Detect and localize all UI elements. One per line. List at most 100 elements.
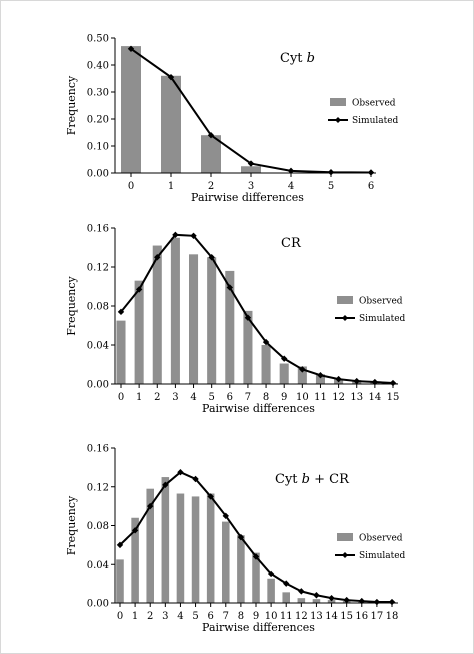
x-tick-label: 17 [371,611,384,622]
simulated-point [192,475,199,483]
x-tick-label: 1 [132,611,138,622]
legend-observed-label: Observed [359,297,403,307]
x-tick-label: 13 [350,392,363,403]
y-tick-label: 0.04 [87,560,109,571]
x-tick-label: 10 [265,611,278,622]
observed-bar [327,600,336,603]
observed-bar [252,552,260,603]
legend-observed-label: Observed [359,534,403,544]
simulated-point [116,541,124,549]
y-tick-label: 0.00 [87,380,109,391]
simulated-point [190,232,197,239]
observed-bar [315,374,325,384]
legend-simulated-label: Simulated [352,116,399,126]
y-axis-label: Frequency [65,75,78,135]
legend-simulated-label: Simulated [359,314,406,324]
x-tick-label: 4 [190,392,196,403]
x-tick-label: 5 [192,611,198,622]
x-tick-label: 0 [118,392,124,403]
x-axis-label: Pairwise differences [202,402,315,415]
x-tick-label: 2 [154,392,160,403]
x-tick-label: 12 [295,611,308,622]
legend-observed-label: Observed [352,99,396,109]
simulated-point [262,338,270,346]
observed-bar [116,559,124,603]
x-tick-label: 2 [208,181,214,192]
simulated-point [177,469,184,476]
x-tick-label: 9 [253,611,259,622]
simulated-point [287,167,295,175]
simulated-point [353,377,360,385]
observed-bar [267,578,275,603]
observed-bar [131,517,139,603]
chart-panel-2: 0.000.040.080.120.160 1 2 3 4 5 6 7 8 9 10 11 12 13 14… [65,224,406,416]
simulated-point [313,592,320,599]
y-tick-label: 0.12 [87,263,109,274]
observed-bar [241,166,261,173]
simulated-point [367,169,375,176]
simulated-point [328,594,335,602]
x-tick-label: 18 [386,611,399,622]
legend-simulated-marker [342,315,348,321]
simulated-point [283,580,290,587]
observed-bar [282,592,290,603]
x-tick-label: 16 [355,611,368,622]
simulated-point [317,372,324,379]
observed-bar [121,46,141,173]
x-tick-label: 0 [128,181,134,192]
simulated-point [222,512,229,520]
y-tick-label: 0.16 [87,444,109,455]
x-tick-label: 8 [263,392,269,403]
x-tick-label: 15 [340,611,353,622]
x-tick-label: 5 [208,392,214,403]
x-tick-label: 8 [238,611,244,622]
observed-bar [134,280,144,384]
simulated-point [226,284,233,291]
x-tick-label: 7 [245,392,251,403]
x-tick-label: 1 [168,181,174,192]
legend-simulated-marker [342,552,348,558]
simulated-point [389,379,397,387]
observed-bar [297,598,306,603]
observed-bar [297,366,307,384]
x-tick-label: 6 [227,392,233,403]
y-tick-label: 0.00 [87,599,109,610]
simulated-point [281,355,288,362]
observed-bar [222,521,230,603]
y-tick-label: 0.10 [87,142,109,153]
simulated-point [299,366,306,373]
legend: Observed Simulated [335,533,406,561]
x-tick-label: 3 [162,611,168,622]
legend: Observed Simulated [335,296,406,324]
simulated-point [207,132,215,139]
y-tick-label: 0.04 [87,341,109,352]
simulated-point [117,308,125,316]
y-tick-label: 0.16 [87,224,109,235]
simulated-point [267,570,275,578]
x-tick-label: 11 [314,392,327,403]
x-axis-label: Pairwise differences [191,191,304,204]
x-tick-label: 5 [328,181,334,192]
observed-bar [201,135,221,173]
y-tick-label: 0.40 [87,61,109,72]
simulated-point [162,481,169,489]
x-tick-label: 4 [177,611,183,622]
simulated-point [388,598,396,606]
simulated-point [247,160,255,167]
simulated-line [120,233,394,385]
simulated-point [154,254,161,261]
observed-bar [176,493,185,603]
y-tick-label: 0.00 [87,169,109,180]
observed-bar [161,477,170,603]
observed-bar [207,257,217,384]
legend-observed-swatch [330,98,346,106]
observed-bar [206,493,215,603]
simulated-point [252,553,260,560]
chart-title: Cyt b + CR [275,472,350,487]
observed-bar [243,310,253,384]
observed-bar [170,237,180,384]
x-tick-label: 3 [172,392,178,403]
x-tick-label: 2 [147,611,153,622]
x-tick-label: 9 [281,392,287,403]
simulated-point [358,597,365,605]
